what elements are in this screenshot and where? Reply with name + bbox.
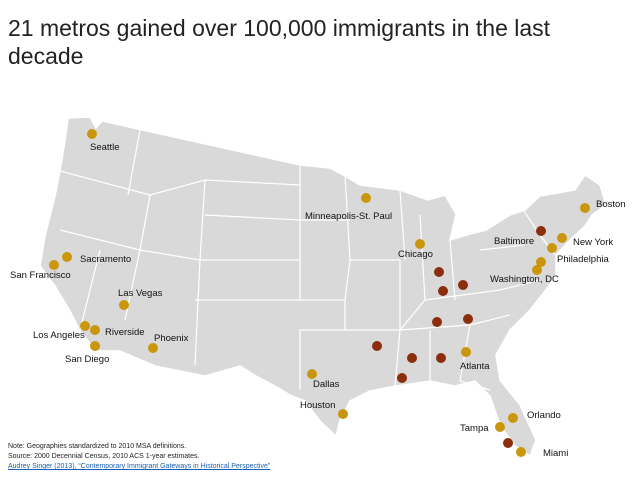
city-label: Riverside bbox=[105, 327, 145, 338]
city-label: Los Angeles bbox=[33, 330, 85, 341]
metro-dot bbox=[415, 239, 425, 249]
metro-dot bbox=[361, 193, 371, 203]
city-label: Dallas bbox=[313, 379, 340, 390]
metro-dot bbox=[536, 257, 546, 267]
metro-dot bbox=[372, 341, 382, 351]
notes: Note: Geographies standardized to 2010 M… bbox=[8, 442, 270, 472]
metro-dot bbox=[461, 347, 471, 357]
city-label: Minneapolis-St. Paul bbox=[305, 211, 392, 222]
city-label: Baltimore bbox=[494, 236, 534, 247]
metro-dot bbox=[495, 422, 505, 432]
city-label: San Diego bbox=[65, 354, 109, 365]
metro-dot bbox=[62, 252, 72, 262]
metro-dot bbox=[434, 267, 444, 277]
city-label: Washington, DC bbox=[490, 274, 559, 285]
metro-dot bbox=[508, 413, 518, 423]
metro-dot bbox=[90, 341, 100, 351]
city-label: Seattle bbox=[90, 142, 120, 153]
source: Source: 2000 Decennial Census, 2010 ACS … bbox=[8, 453, 200, 460]
metro-dot bbox=[90, 325, 100, 335]
city-label: Chicago bbox=[398, 249, 433, 260]
us-outline bbox=[39, 116, 607, 458]
city-label: Atlanta bbox=[460, 361, 490, 372]
metro-dot bbox=[338, 409, 348, 419]
city-label: Sacramento bbox=[80, 254, 131, 265]
metro-dot bbox=[532, 265, 542, 275]
city-label: Las Vegas bbox=[118, 288, 163, 299]
metro-dots-unlabeled bbox=[372, 226, 546, 448]
metro-dot bbox=[536, 226, 546, 236]
metro-dot bbox=[80, 321, 90, 331]
city-label: Philadelphia bbox=[557, 254, 609, 265]
metro-dot bbox=[87, 129, 97, 139]
metro-dot bbox=[463, 314, 473, 324]
metro-dot bbox=[547, 243, 557, 253]
gateway-cities: Seattle Minneapolis-St. Paul Chicago Boston… bbox=[10, 129, 626, 459]
metro-dot bbox=[557, 233, 567, 243]
state-lines bbox=[59, 129, 556, 391]
metro-dot bbox=[458, 280, 468, 290]
metro-dot bbox=[407, 353, 417, 363]
metro-dot bbox=[49, 260, 59, 270]
note: Note: Geographies standardized to 2010 M… bbox=[8, 443, 187, 450]
metro-dot bbox=[119, 300, 129, 310]
city-label: Boston bbox=[596, 199, 626, 210]
metro-dot bbox=[503, 438, 513, 448]
city-label: Houston bbox=[300, 400, 335, 411]
metro-dot bbox=[580, 203, 590, 213]
city-label: San Francisco bbox=[10, 270, 71, 281]
metro-dot bbox=[438, 286, 448, 296]
city-label: New York bbox=[573, 237, 613, 248]
citation-link[interactable]: Audrey Singer (2013), “Contemporary Immi… bbox=[8, 463, 271, 470]
city-label: Phoenix bbox=[154, 333, 189, 344]
citation: Audrey Singer (2013), “Contemporary Immi… bbox=[8, 462, 270, 472]
metro-dot bbox=[432, 317, 442, 327]
city-label: Orlando bbox=[527, 410, 561, 421]
metro-dot bbox=[516, 447, 526, 457]
title: 21 metros gained over 100,000 immigrants… bbox=[8, 15, 551, 69]
metro-dot bbox=[307, 369, 317, 379]
metro-dot bbox=[397, 373, 407, 383]
metro-dot bbox=[436, 353, 446, 363]
metro-dot bbox=[148, 343, 158, 353]
city-label: Miami bbox=[543, 448, 568, 459]
city-label: Tampa bbox=[460, 423, 489, 434]
